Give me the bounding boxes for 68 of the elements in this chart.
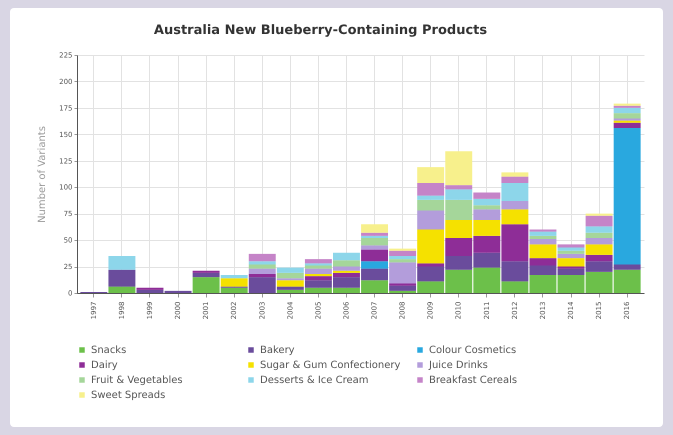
bar — [361, 232, 388, 236]
legend-label: Desserts & Ice Cream — [260, 375, 368, 386]
bar — [558, 250, 584, 254]
bar — [248, 274, 276, 278]
bar — [389, 256, 416, 260]
bar — [614, 113, 641, 118]
bar — [361, 245, 388, 250]
bar — [276, 272, 304, 278]
bar — [220, 278, 248, 287]
bar — [389, 283, 416, 286]
bar — [389, 250, 416, 256]
legend-label: Breakfast Cereals — [429, 375, 518, 386]
bar — [586, 232, 613, 238]
bar — [586, 226, 613, 233]
bar — [361, 261, 388, 269]
bar — [501, 176, 528, 183]
chart-title: Australia New Blueberry-Containing Products — [154, 23, 488, 38]
bar — [248, 261, 276, 264]
bar — [614, 108, 641, 114]
bar — [220, 275, 248, 278]
bar — [586, 254, 613, 262]
bar — [276, 268, 304, 273]
bar — [417, 210, 444, 230]
bar — [304, 259, 332, 264]
bar — [192, 272, 220, 278]
bar — [276, 280, 304, 287]
bar — [501, 200, 528, 210]
legend-label: Juice Drinks — [428, 360, 488, 371]
legend-label: Bakery — [260, 345, 295, 356]
bar — [586, 244, 613, 255]
bar — [586, 216, 613, 226]
bar — [558, 254, 584, 258]
legend-label: Colour Cosmetics — [429, 345, 516, 356]
bar — [586, 238, 613, 244]
bar — [304, 274, 332, 276]
bar — [108, 286, 136, 293]
bar — [108, 256, 136, 270]
bar — [558, 248, 584, 251]
bar — [389, 286, 416, 291]
bar — [332, 252, 360, 260]
bar — [361, 250, 388, 262]
bar — [417, 263, 444, 267]
legend-label: Sugar & Gum Confectionery — [260, 360, 400, 371]
bar — [389, 259, 416, 262]
bar — [529, 239, 556, 244]
bar — [614, 128, 641, 264]
bar — [473, 192, 500, 199]
bar — [614, 122, 641, 128]
bar — [473, 209, 500, 220]
bar — [558, 244, 584, 248]
bar — [108, 270, 136, 287]
legend-label: Snacks — [91, 345, 126, 356]
bar — [501, 172, 528, 177]
bar — [248, 268, 276, 274]
bar — [361, 224, 388, 233]
bar — [529, 236, 556, 240]
bar — [529, 232, 556, 236]
bar — [529, 244, 556, 258]
legend-label: Dairy — [91, 360, 118, 371]
bar — [248, 264, 276, 269]
bar — [248, 254, 276, 262]
y-axis-title: Number of Variants — [37, 126, 48, 223]
legend-label: Fruit & Vegetables — [91, 375, 183, 386]
bar — [558, 258, 584, 267]
legend-label: Sweet Spreads — [91, 390, 166, 401]
bar — [614, 118, 641, 121]
bar — [361, 238, 388, 246]
bar — [389, 262, 416, 284]
